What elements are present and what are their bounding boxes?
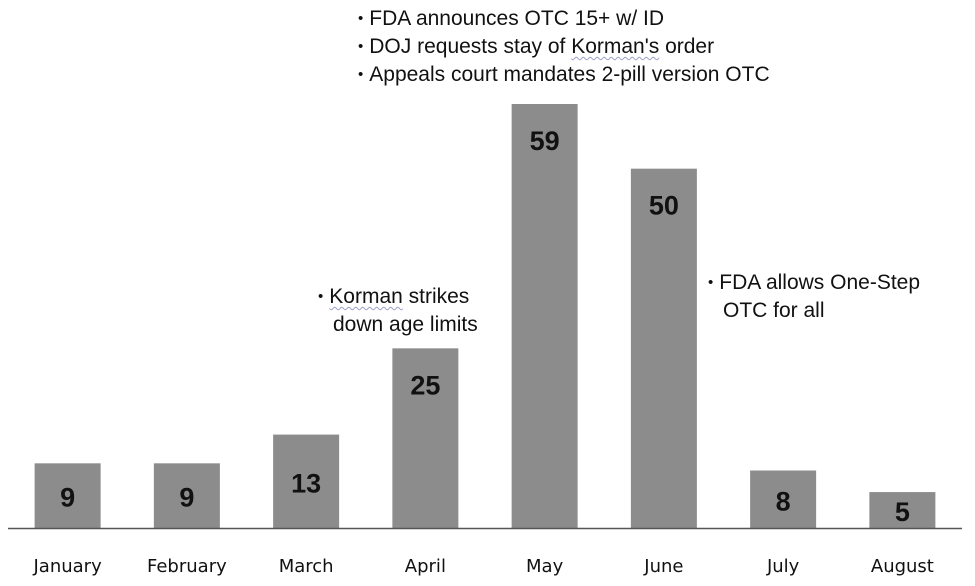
annotation-may-line-2: • DOJ requests stay of Korman's order: [358, 35, 715, 58]
annotation-april-line-2-text: down age limits: [333, 313, 478, 336]
x-tick-label-may: May: [526, 556, 564, 577]
bar-july: [750, 470, 817, 528]
annotation-may-line-2-text: DOJ requests stay of Korman's order: [369, 35, 715, 58]
bar-june: [630, 168, 697, 528]
bar-may: [511, 104, 578, 528]
bar-august: [869, 492, 936, 528]
value-labels-group: 9 9 13 25 59 50 8 5: [60, 126, 910, 527]
annotation-may-line-3: • Appeals court mandates 2-pill version O…: [358, 63, 770, 86]
x-tick-label-february: February: [147, 556, 227, 577]
bars-group: [34, 104, 936, 528]
annotation-may-line-1: • FDA announces OTC 15+ w/ ID: [358, 7, 664, 30]
annotation-april-line-1: • Korman strikes: [318, 285, 470, 308]
annotation-june-line-2: OTC for all: [708, 298, 920, 324]
annotation-june-line-2-text: OTC for all: [723, 299, 825, 322]
x-tick-label-march: March: [279, 556, 334, 577]
annotation-april-line-2: down age limits: [318, 312, 478, 338]
spellcheck-underline: Korman: [329, 285, 403, 308]
bar-february: [153, 463, 220, 528]
value-label-august: 5: [895, 497, 910, 527]
value-label-january: 9: [60, 483, 75, 513]
x-tick-label-june: June: [643, 556, 683, 577]
bar-january: [34, 463, 101, 528]
x-tick-label-july: July: [766, 556, 800, 577]
x-tick-label-january: January: [33, 556, 103, 577]
annotation-may: • FDA announces OTC 15+ w/ ID • DOJ reques…: [358, 6, 770, 90]
x-tick-labels-group: January February March April May June July Augu…: [33, 556, 934, 577]
value-label-may: 59: [530, 126, 560, 156]
annotation-april-line-1-text: Korman strikes: [329, 285, 470, 308]
annotation-june-line-1-text: FDA allows One-Step: [719, 271, 921, 294]
value-label-april: 25: [410, 370, 440, 400]
annotation-june-line-1: • FDA allows One-Step: [708, 271, 921, 294]
bar-march: [273, 434, 340, 528]
spellcheck-underline: Korman's: [571, 35, 660, 58]
value-label-february: 9: [179, 483, 194, 513]
x-tick-label-april: April: [405, 556, 446, 577]
annotation-april: • Korman strikes down age limits: [318, 284, 478, 338]
x-tick-label-august: August: [871, 556, 934, 577]
value-label-june: 50: [649, 191, 679, 221]
annotation-may-line-3-text: Appeals court mandates 2-pill version OT…: [369, 63, 770, 86]
value-label-july: 8: [776, 486, 791, 516]
value-label-march: 13: [291, 468, 321, 498]
annotation-may-line-1-text: FDA announces OTC 15+ w/ ID: [369, 7, 664, 30]
annotation-june: • FDA allows One-Step OTC for all: [708, 270, 920, 324]
bar-april: [392, 348, 459, 528]
